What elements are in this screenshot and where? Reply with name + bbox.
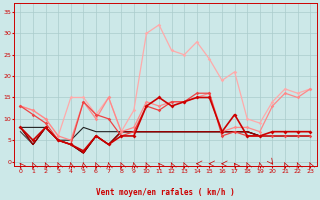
X-axis label: Vent moyen/en rafales ( km/h ): Vent moyen/en rafales ( km/h ) [96,188,235,197]
